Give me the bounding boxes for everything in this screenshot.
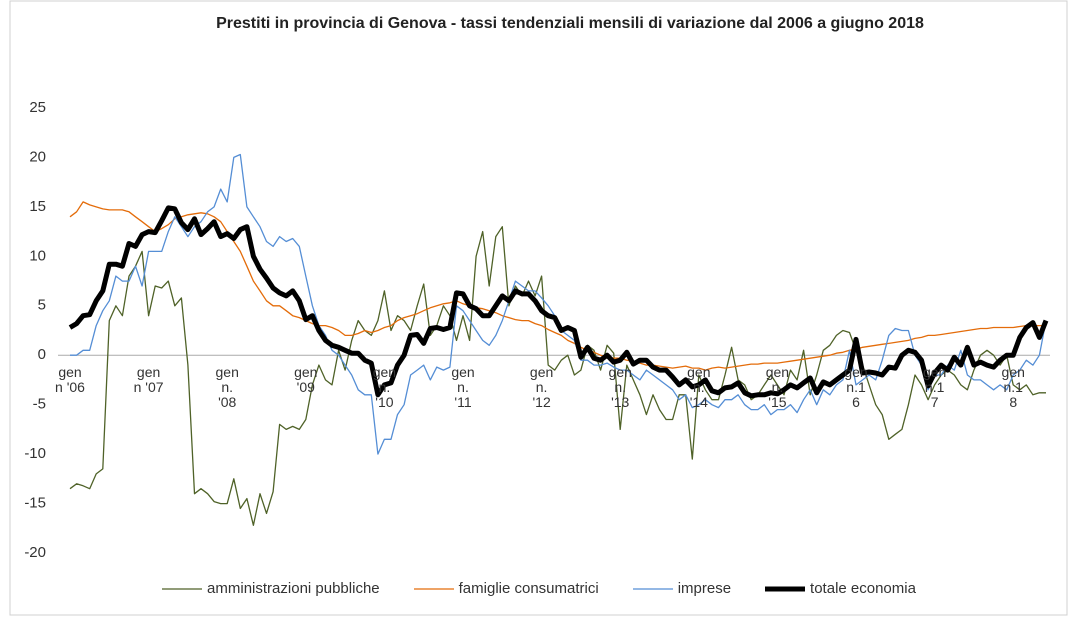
legend-label: famiglie consumatrici <box>458 580 599 597</box>
x-tick-label: gen n. '10 <box>372 364 397 411</box>
legend-swatch <box>413 587 454 590</box>
x-tick-label: gen n.1 8 <box>1001 364 1025 411</box>
y-tick-label: -5 <box>33 396 46 413</box>
y-tick-label: 0 <box>38 346 46 363</box>
y-tick-label: 15 <box>29 198 46 215</box>
series-line <box>69 226 1046 526</box>
x-tick-label: gen n. '12 <box>529 364 554 411</box>
y-tick-label: -20 <box>24 544 46 561</box>
chart-title: Prestiti in provincia di Genova - tassi … <box>216 15 924 32</box>
y-tick-label: 20 <box>29 148 46 165</box>
y-tick-label: 10 <box>29 247 46 264</box>
legend-item: famiglie consumatrici <box>413 580 599 597</box>
legend-label: imprese <box>677 580 732 597</box>
x-tick-label: gen '09 <box>294 364 318 396</box>
series-line <box>68 205 1049 399</box>
x-tick-label: gen n '06 <box>55 364 85 396</box>
x-tick-label: gen n.1 6 <box>844 364 868 411</box>
legend-label: amministrazioni pubbliche <box>207 580 380 597</box>
legend-swatch <box>765 586 806 591</box>
legend: amministrazioni pubbliche famiglie consum… <box>0 580 1078 597</box>
x-tick-label: gen n. '15 <box>765 364 790 411</box>
x-tick-label: gen n '07 <box>133 364 164 396</box>
y-tick-label: 25 <box>29 99 46 116</box>
legend-item: amministrazioni pubbliche <box>162 580 380 597</box>
legend-label: totale economia <box>810 580 916 597</box>
x-tick-label: gen n.1 7 <box>922 364 947 411</box>
legend-swatch <box>162 587 203 590</box>
x-tick-label: gen n. '08 <box>215 364 239 411</box>
x-tick-label: gen n. '13 <box>608 364 632 411</box>
legend-item: totale economia <box>765 580 916 597</box>
y-tick-label: 5 <box>38 297 46 314</box>
x-tick-label: gen n. '11 <box>451 364 475 411</box>
legend-swatch <box>632 587 673 590</box>
chart-border <box>9 0 1068 616</box>
y-tick-label: -15 <box>24 495 46 512</box>
x-tick-label: gen n. '14 <box>687 364 711 411</box>
y-tick-label: -10 <box>24 445 46 462</box>
legend-item: imprese <box>632 580 732 597</box>
